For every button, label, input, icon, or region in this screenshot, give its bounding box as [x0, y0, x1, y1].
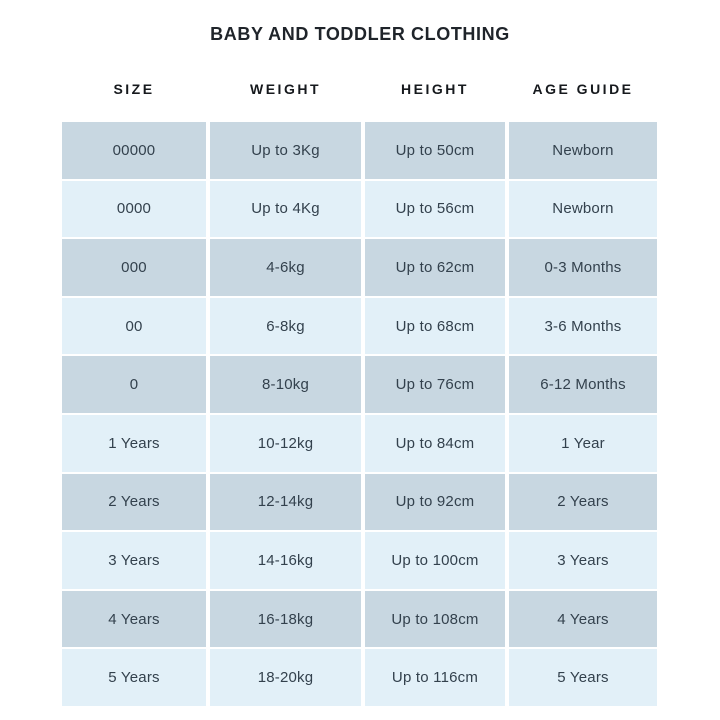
column-header-weight: WEIGHT	[250, 81, 321, 97]
cell-age-guide: 1 Year	[509, 414, 657, 472]
cell-age-guide: 3 Years	[509, 532, 657, 589]
cell-height: Up to 56cm	[365, 180, 505, 238]
cell-size: 3 Years	[62, 532, 206, 589]
cell-size: 0000	[62, 180, 206, 238]
cell-weight: Up to 3Kg	[210, 122, 361, 179]
cell-size: 2 Years	[62, 473, 206, 531]
cell-height: Up to 68cm	[365, 297, 505, 355]
cell-age-guide: 5 Years	[509, 649, 657, 706]
cell-height: Up to 84cm	[365, 414, 505, 472]
cell-weight: 8-10kg	[210, 356, 361, 413]
column-header-height: HEIGHT	[401, 81, 469, 97]
cell-age-guide: 2 Years	[509, 473, 657, 531]
page-title: BABY AND TODDLER CLOTHING	[210, 24, 510, 44]
cell-size: 0	[62, 356, 206, 413]
cell-weight: 10-12kg	[210, 414, 361, 472]
cell-age-guide: 4 Years	[509, 590, 657, 648]
cell-age-guide: Newborn	[509, 122, 657, 179]
cell-weight: 16-18kg	[210, 590, 361, 648]
cell-size: 00	[62, 297, 206, 355]
table-header-row: SIZE WEIGHT HEIGHT AGE GUIDE	[62, 81, 657, 97]
column-header-age-guide: AGE GUIDE	[532, 81, 634, 97]
cell-height: Up to 92cm	[365, 473, 505, 531]
cell-size: 00000	[62, 122, 206, 179]
cell-weight: 14-16kg	[210, 532, 361, 589]
column-header-size: SIZE	[113, 81, 155, 97]
cell-height: Up to 76cm	[365, 356, 505, 413]
cell-height: Up to 100cm	[365, 532, 505, 589]
cell-weight: 18-20kg	[210, 649, 361, 706]
cell-weight: 6-8kg	[210, 297, 361, 355]
cell-height: Up to 50cm	[365, 122, 505, 179]
size-chart-table: 00000 Up to 3Kg Up to 50cm Newborn 0000 …	[62, 122, 657, 706]
cell-size: 4 Years	[62, 590, 206, 648]
cell-size: 000	[62, 239, 206, 296]
cell-height: Up to 108cm	[365, 590, 505, 648]
cell-age-guide: 0-3 Months	[509, 239, 657, 296]
cell-weight: Up to 4Kg	[210, 180, 361, 238]
cell-weight: 4-6kg	[210, 239, 361, 296]
cell-size: 1 Years	[62, 414, 206, 472]
cell-age-guide: 6-12 Months	[509, 356, 657, 413]
cell-weight: 12-14kg	[210, 473, 361, 531]
cell-size: 5 Years	[62, 649, 206, 706]
cell-height: Up to 62cm	[365, 239, 505, 296]
cell-height: Up to 116cm	[365, 649, 505, 706]
cell-age-guide: Newborn	[509, 180, 657, 238]
cell-age-guide: 3-6 Months	[509, 297, 657, 355]
